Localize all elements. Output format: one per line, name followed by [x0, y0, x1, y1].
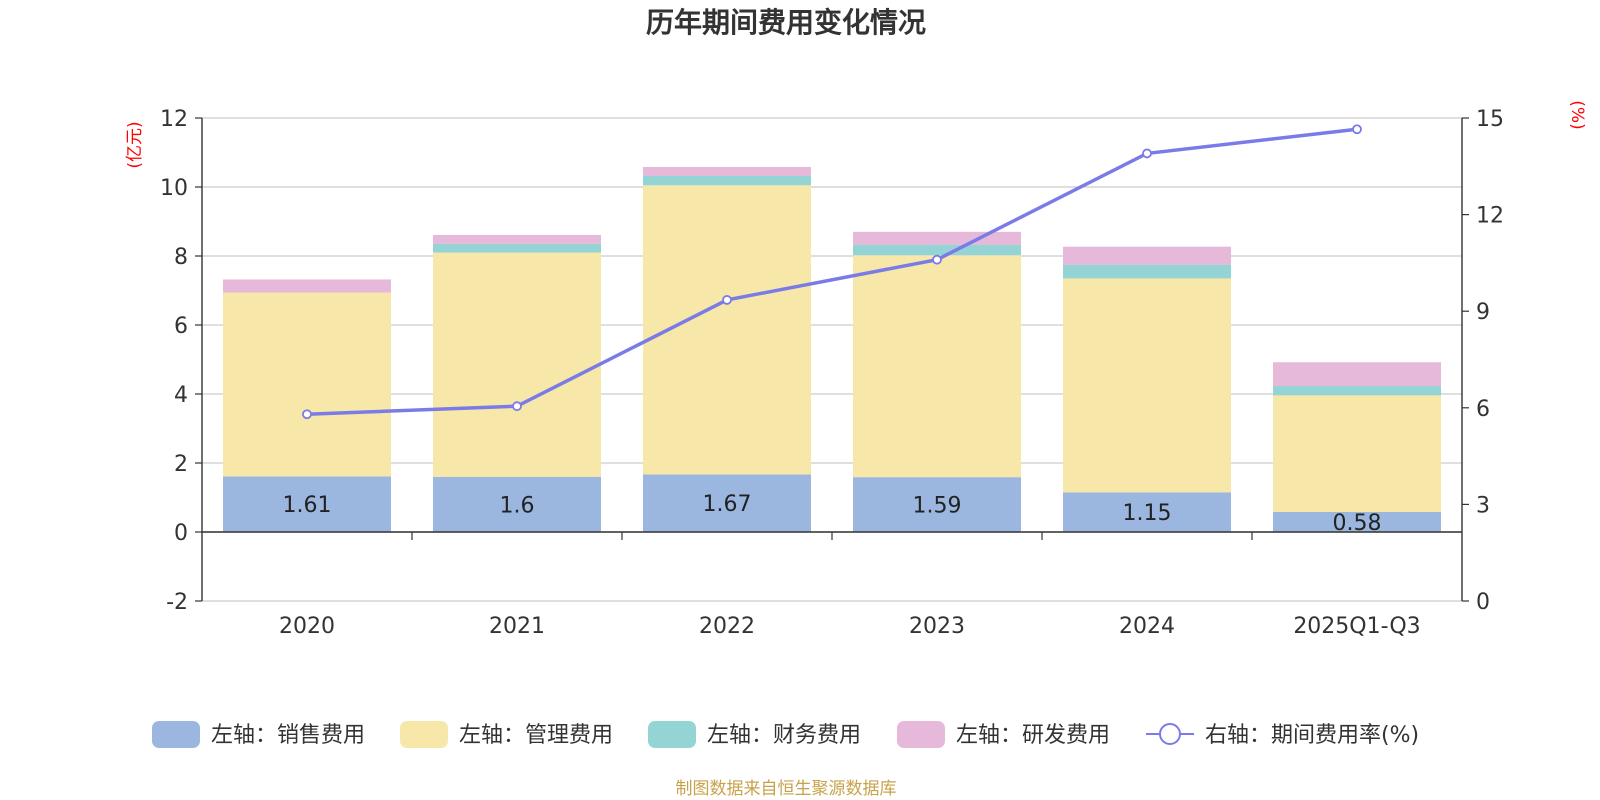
bar-value-label: 0.58 [1333, 511, 1382, 536]
bar-segment [1063, 278, 1231, 493]
bar-value-label: 1.15 [1123, 501, 1172, 526]
source-note: 制图数据来自恒生聚源数据库 [676, 779, 897, 799]
right-axis-unit: (%) [1567, 100, 1587, 129]
category-label: 2023 [909, 614, 965, 639]
bar-segment [433, 252, 601, 477]
legend-label: 左轴：财务费用 [707, 723, 861, 748]
bar-segment [853, 244, 1021, 256]
bar-segment [1273, 362, 1441, 387]
bar-segment [223, 292, 391, 477]
bar-segment [643, 166, 811, 176]
rate-point [1142, 148, 1152, 159]
bar-segment [433, 234, 601, 244]
rate-point [722, 295, 732, 305]
bar-segment [1063, 246, 1231, 265]
right-tick-label: 12 [1476, 204, 1504, 229]
bar-segment [223, 476, 391, 532]
left-tick-label: 8 [174, 245, 188, 270]
left-tick-label: 0 [174, 521, 188, 546]
right-tick-label: 15 [1476, 107, 1504, 132]
bar-segment [433, 243, 601, 253]
legend-swatch [400, 721, 448, 748]
category-label: 2020 [279, 614, 335, 639]
axes: -2 0 2 4 6 8 10 12 0 3 6 9 12 15 2020 2021 2022 2023 2024 2… [160, 107, 1504, 639]
category-label: 2025Q1-Q3 [1293, 614, 1420, 639]
bars [223, 166, 1441, 532]
rate-line-path [306, 127, 1358, 416]
legend-swatch [648, 721, 696, 748]
bar-segment [853, 255, 1021, 478]
category-label: 2024 [1119, 614, 1175, 639]
category-label: 2022 [699, 614, 755, 639]
bar-segment [853, 231, 1021, 245]
left-tick-label: 6 [174, 314, 188, 339]
bar-segment [643, 175, 811, 186]
bar-segment [853, 477, 1021, 532]
legend-swatch [152, 721, 200, 748]
rate-point [302, 409, 312, 420]
legend-label: 右轴：期间费用率(%) [1205, 723, 1419, 748]
right-tick-label: 6 [1476, 397, 1490, 422]
legend-marker [1159, 723, 1181, 745]
bar-value-label: 1.6 [500, 493, 535, 518]
left-axis-unit: (亿元) [125, 121, 145, 168]
legend-swatch [897, 721, 945, 748]
bar-value-label: 1.67 [703, 492, 752, 517]
rate-point [1352, 124, 1362, 135]
rate-point [932, 254, 942, 265]
bar-segment [1063, 264, 1231, 279]
bar-segment [1273, 386, 1441, 396]
bar-segment [223, 279, 391, 293]
left-tick-label: 12 [160, 107, 188, 132]
bar-segment [1273, 395, 1441, 512]
legend: 左轴：销售费用 左轴：管理费用 左轴：财务费用 左轴：研发费用 右轴：期间费用率(%) [152, 721, 1419, 748]
left-tick-label: 4 [174, 383, 188, 408]
bar-segment [643, 474, 811, 532]
left-tick-label: 2 [174, 452, 188, 477]
legend-label: 左轴：研发费用 [956, 723, 1110, 748]
bar-segment [1273, 511, 1441, 532]
data-labels: 1.61 1.6 1.67 1.59 1.15 0.58 [283, 492, 1382, 536]
bar-value-label: 1.61 [283, 493, 332, 518]
bar-segment [1063, 492, 1231, 532]
chart-title: 历年期间费用变化情况 [646, 6, 926, 39]
bar-segment [433, 476, 601, 532]
left-tick-label: -2 [166, 590, 188, 615]
category-label: 2021 [489, 614, 545, 639]
right-tick-label: 0 [1476, 590, 1490, 615]
rate-line [302, 124, 1362, 420]
left-tick-label: 10 [160, 176, 188, 201]
bar-value-label: 1.59 [913, 494, 962, 519]
legend-label: 左轴：销售费用 [211, 723, 365, 748]
legend-label: 左轴：管理费用 [459, 723, 613, 748]
rate-point [512, 401, 522, 412]
right-tick-label: 9 [1476, 300, 1490, 325]
right-tick-label: 3 [1476, 493, 1490, 518]
